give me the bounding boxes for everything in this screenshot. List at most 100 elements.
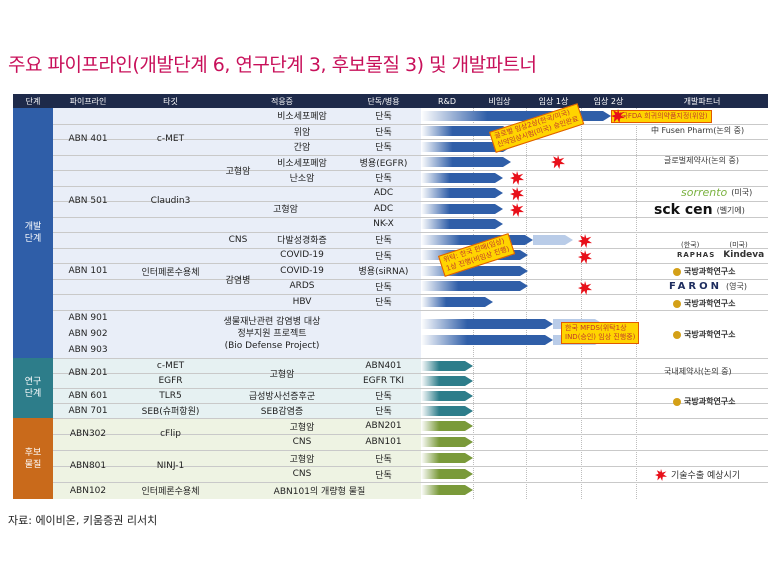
star-icon xyxy=(510,202,524,217)
row-divider xyxy=(53,373,768,374)
indication: ABN101의 개량형 물질 xyxy=(273,487,366,497)
row-divider xyxy=(53,247,768,249)
callout-abn90x: 한국 MFDS(위탁1상 IND(승인) 임상 진행중) xyxy=(561,322,640,344)
indication: 난소암 xyxy=(289,174,315,184)
partner-country: (벨기에) xyxy=(716,205,745,215)
star-icon xyxy=(578,280,592,295)
category-label: 감염병 xyxy=(225,275,251,286)
target: 인터페론수용체 xyxy=(141,487,200,497)
partner-label: 국방과학연구소 xyxy=(684,330,736,339)
partner-country-tags: (한국) (미국) xyxy=(681,240,748,250)
progress-arrow xyxy=(421,156,511,168)
partner-label: 국방과학연구소 xyxy=(684,397,736,406)
row-divider xyxy=(53,466,768,467)
legend-label: 기술수출 예상시기 xyxy=(671,471,741,481)
indication: ARDS xyxy=(289,281,315,291)
star-icon xyxy=(551,154,565,169)
indication: CNS xyxy=(292,437,312,447)
target: cFlip xyxy=(160,429,181,439)
mode: 단독 xyxy=(375,470,392,481)
star-icon xyxy=(510,170,524,185)
mode: 단독 xyxy=(375,407,392,417)
partner-raphas-kindeva: RAPHAS Kindeva xyxy=(677,250,764,260)
indication: 간암 xyxy=(293,143,311,153)
progress-arrow xyxy=(421,318,553,330)
biodefense-line: 정부지원 프로젝트 xyxy=(237,329,307,339)
category-label: 고형암 xyxy=(225,166,251,177)
header-partner: 개발파트너 xyxy=(636,94,768,108)
partner-country: (영국) xyxy=(726,282,747,291)
mode: 단독 xyxy=(375,251,392,262)
phase-divider xyxy=(636,108,637,499)
row-divider xyxy=(53,185,768,187)
row-divider xyxy=(53,123,768,125)
star-icon xyxy=(578,233,592,248)
partner-sckcen: sck cen (벨기에) xyxy=(654,202,745,218)
partner-sorrento: sorrento (미국) xyxy=(681,186,752,199)
partner-label: 국방과학연구소 xyxy=(684,299,736,308)
progress-arrow xyxy=(421,420,473,432)
pipeline-name: ABN 201 xyxy=(68,368,108,378)
progress-arrow xyxy=(421,452,473,464)
row-divider xyxy=(53,434,768,435)
progress-arrow xyxy=(421,375,473,387)
row-divider xyxy=(53,139,768,140)
pipeline-name: ABN302 xyxy=(69,429,107,439)
pipeline-name: ABN 501 xyxy=(68,196,108,206)
biodefense-block: 생물재난관련 감염병 대상 정부지원 프로젝트 (Bio Defense Pro… xyxy=(123,312,421,356)
category-label: SEB감염증 xyxy=(260,407,304,417)
indication: 고형암 xyxy=(289,422,315,433)
progress-arrow xyxy=(421,296,493,308)
mode: EGFR TKI xyxy=(362,375,404,386)
progress-arrow xyxy=(421,360,473,372)
progress-arrow xyxy=(421,436,473,448)
progress-arrow xyxy=(421,334,553,346)
partner-global: 글로벌제약사(논의 중) xyxy=(664,156,740,165)
progress-arrow xyxy=(421,141,511,153)
partner-add3: 국방과학연구소 xyxy=(673,329,736,340)
target: NINJ-1 xyxy=(156,461,185,471)
header-pipeline: 파이프라인 xyxy=(53,94,123,108)
biodefense-line: (Bio Defense Project) xyxy=(224,341,320,351)
target: 인터페론수용체 xyxy=(141,267,200,278)
pipeline-table: 단계 파이프라인 타깃 적응증 단독/병용 R&D 비임상 임상 1상 임상 2… xyxy=(13,94,768,499)
mode: 병용(siRNA) xyxy=(358,267,409,277)
mode: 단독 xyxy=(375,392,392,402)
header-phase2: 임상 2상 xyxy=(581,94,636,108)
partner-country: (한국) xyxy=(681,241,700,249)
group-candidate: 후보 물질 xyxy=(13,418,53,499)
row-divider xyxy=(53,154,768,156)
callout-fda: 미국FDA 희귀의약품지정(위암) xyxy=(611,110,712,123)
add-emblem-icon xyxy=(673,330,681,339)
row-divider xyxy=(53,170,768,171)
category-label: 고형암 xyxy=(269,369,295,380)
progress-arrow xyxy=(421,468,473,480)
row-divider xyxy=(53,294,768,295)
row-divider xyxy=(53,388,768,389)
indication: CNS xyxy=(292,469,312,479)
mode: ADC xyxy=(373,203,394,214)
row-divider xyxy=(53,216,768,218)
partner-country: (미국) xyxy=(731,188,753,197)
progress-arrow xyxy=(421,405,473,417)
row-divider xyxy=(53,403,768,404)
indication: HBV xyxy=(292,296,312,307)
callout-line: 한국 MFDS(위탁1상 xyxy=(565,324,627,332)
progress-arrow xyxy=(421,218,503,230)
mode: 단독 xyxy=(375,282,392,293)
mode: ADC xyxy=(373,188,394,198)
progress-arrow xyxy=(421,390,473,402)
indication: 위암 xyxy=(293,127,311,138)
target: Claudin3 xyxy=(150,196,191,206)
partner-domestic: 국내제약사(논의 중) xyxy=(664,367,732,376)
mode: 단독 xyxy=(375,454,392,465)
row-divider xyxy=(53,418,768,419)
indication: 비소세포폐암 xyxy=(277,158,327,169)
category-label: 급성방사선증후군 xyxy=(248,392,316,402)
legend: 기술수출 예상시기 xyxy=(655,468,740,481)
partner-add2: 국방과학연구소 xyxy=(673,298,736,309)
pipeline-name: ABN 901 xyxy=(68,313,108,323)
future-arrow xyxy=(533,234,573,246)
progress-arrow xyxy=(421,484,473,496)
group-research: 연구 단계 xyxy=(13,358,53,418)
